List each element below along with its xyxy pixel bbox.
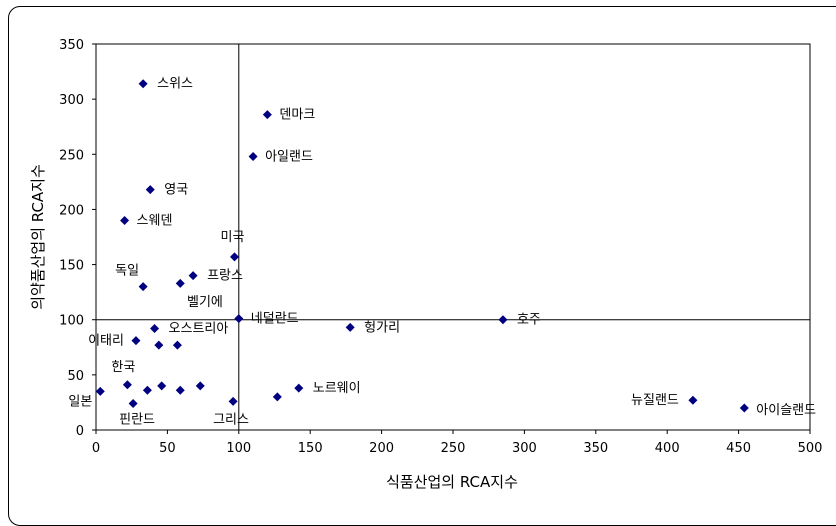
data-point [345,322,355,332]
x-tick-label: 100 [226,441,251,456]
y-tick-label: 300 [59,93,84,108]
point-label: 노르웨이 [313,381,361,396]
axes [92,43,811,434]
point-label: 덴마크 [279,108,315,123]
data-point [172,340,182,350]
data-point [122,380,132,390]
plot-area [95,43,811,431]
x-tick-label: 450 [726,441,751,456]
point-label: 헝가리 [364,320,400,335]
y-tick-label: 250 [59,148,84,163]
data-point [154,340,164,350]
data-point [294,383,304,393]
x-tick-label: 0 [92,441,100,456]
point-label: 아일랜드 [265,149,313,164]
data-point [131,336,141,346]
y-tick-label: 0 [76,424,84,439]
data-point [228,396,238,406]
y-tick-label: 200 [59,203,84,218]
point-label: 독일 [115,264,139,279]
point-label: 호주 [517,313,541,328]
data-point [262,110,272,120]
data-point [128,399,138,409]
point-label: 뉴질랜드 [631,393,679,408]
point-label: 일본 [68,394,92,409]
data-point [230,252,240,262]
data-point [120,215,130,225]
point-label: 스웨덴 [137,213,173,228]
y-tick-label: 50 [67,369,84,384]
annotation-belgium: 벨기에 [187,295,223,310]
point-label: 영국 [164,183,188,198]
data-point [248,151,258,161]
data-point [175,385,185,395]
scatter-chart: 0 50 100 150 200 250 300 350 400 450 500 0 50 100 150 2… [29,38,822,491]
data-point [150,324,160,334]
point-label: 그리스 [213,412,249,427]
x-tick-label: 150 [298,441,323,456]
x-tick-label: 250 [441,441,466,456]
data-point [188,271,198,281]
y-tick-label: 150 [59,259,84,274]
point-label: 미국 [221,230,245,245]
point-label: 네덜란드 [251,312,299,327]
point-label: 아이슬랜드 [756,403,816,418]
data-point [138,79,148,89]
x-tick-label: 200 [369,441,394,456]
y-tick-label: 350 [59,38,84,53]
x-tick-label: 500 [798,441,823,456]
data-point [234,314,244,324]
data-point [175,278,185,288]
data-point [195,381,205,391]
x-tick-label: 300 [512,441,537,456]
data-point [272,392,282,402]
data-points [95,79,749,413]
data-point [142,385,152,395]
x-axis-label: 식품산업의 RCA지수 [386,473,518,491]
point-label: 핀란드 [119,413,155,428]
data-point [145,185,155,195]
point-label: 한국 [111,360,135,375]
data-point [95,386,105,396]
point-label: 스위스 [157,77,193,92]
point-label: 프랑스 [207,269,243,284]
data-point [739,403,749,413]
data-point [498,315,508,325]
point-label: 오스트리아 [169,322,229,337]
data-point [157,381,167,391]
x-tick-label: 50 [159,441,176,456]
y-tick-label: 100 [59,314,84,329]
data-point [688,395,698,405]
x-tick-label: 400 [655,441,680,456]
x-tick-label: 350 [583,441,608,456]
tick-labels: 0 50 100 150 200 250 300 350 400 450 500 0 50 100 150 2… [59,38,822,456]
data-point [138,282,148,292]
point-label: 이태리 [88,334,124,349]
y-axis-label: 의약품산업의 RCA지수 [29,164,47,310]
